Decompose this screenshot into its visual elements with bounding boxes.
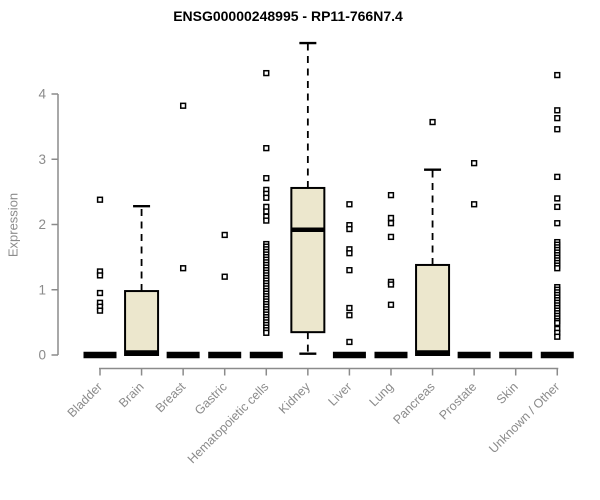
outlier-point (554, 220, 561, 227)
collapsed-box (166, 351, 200, 359)
collapsed-box (457, 351, 491, 359)
outlier-point (221, 231, 228, 239)
outlier-point (346, 250, 353, 257)
category-label: Pancreas (390, 380, 437, 427)
outlier-point (554, 319, 561, 327)
category-label: Kidney (276, 379, 313, 416)
outlier-point (387, 233, 395, 241)
outlier-point (554, 203, 561, 211)
category-label: Liver (325, 380, 354, 409)
category-label: Bladder (65, 380, 105, 420)
y-tick-label: 3 (38, 152, 46, 167)
category-label: Unknown / Other (486, 380, 562, 456)
outlier-point (387, 220, 395, 227)
box (415, 263, 451, 356)
outlier-point (554, 126, 561, 133)
outlier-point (346, 225, 353, 233)
y-tick-label: 4 (38, 87, 46, 102)
outlier-point (263, 194, 270, 201)
outlier-point (387, 301, 395, 308)
category-label: Skin (494, 380, 521, 407)
outlier-point (554, 195, 561, 202)
category-label: Lung (367, 380, 397, 410)
outlier-point (470, 201, 478, 208)
outlier-point (554, 114, 561, 122)
collapsed-box (332, 351, 366, 359)
outlier-point (346, 338, 353, 346)
box (124, 290, 160, 356)
outlier-point (470, 160, 478, 167)
outlier-point (263, 217, 270, 224)
collapsed-box (374, 351, 408, 359)
collapsed-box (83, 351, 117, 359)
collapsed-box (249, 351, 283, 359)
outlier-point (263, 208, 270, 215)
outlier-point (554, 265, 561, 272)
category-label: Breast (153, 379, 189, 415)
outlier-point (346, 201, 353, 208)
collapsed-box (208, 351, 242, 359)
outlier-point (96, 196, 104, 203)
category-label: Hematopoietic cells (185, 380, 272, 467)
collapsed-box (499, 351, 533, 359)
outlier-point (263, 145, 270, 152)
outlier-point (263, 69, 270, 77)
outlier-point (96, 307, 104, 314)
outlier-point (554, 107, 561, 114)
box (290, 186, 326, 334)
y-tick-label: 1 (38, 282, 46, 297)
outlier-point (96, 272, 104, 279)
outlier-point (554, 173, 561, 181)
outlier-point (221, 273, 228, 280)
outlier-point (387, 191, 395, 199)
outlier-point (387, 214, 395, 222)
outlier-point (554, 71, 561, 79)
outlier-point (346, 267, 353, 274)
outlier-point (429, 118, 436, 126)
category-label: Brain (116, 380, 147, 411)
outlier-point (554, 333, 561, 340)
outlier-point (263, 175, 270, 182)
outlier-point (346, 304, 353, 312)
outlier-point (346, 312, 353, 319)
outlier-point (96, 289, 104, 297)
outlier-point (387, 281, 395, 288)
category-label: Prostate (436, 380, 479, 423)
outlier-point (179, 102, 187, 109)
chart-title: ENSG00000248995 - RP11-766N7.4 (173, 8, 403, 24)
category-label: Gastric (192, 380, 230, 418)
outlier-point (179, 265, 187, 272)
outlier-point (263, 329, 270, 336)
y-tick-label: 2 (38, 217, 46, 232)
collapsed-box (540, 351, 574, 359)
y-tick-label: 0 (38, 348, 46, 363)
